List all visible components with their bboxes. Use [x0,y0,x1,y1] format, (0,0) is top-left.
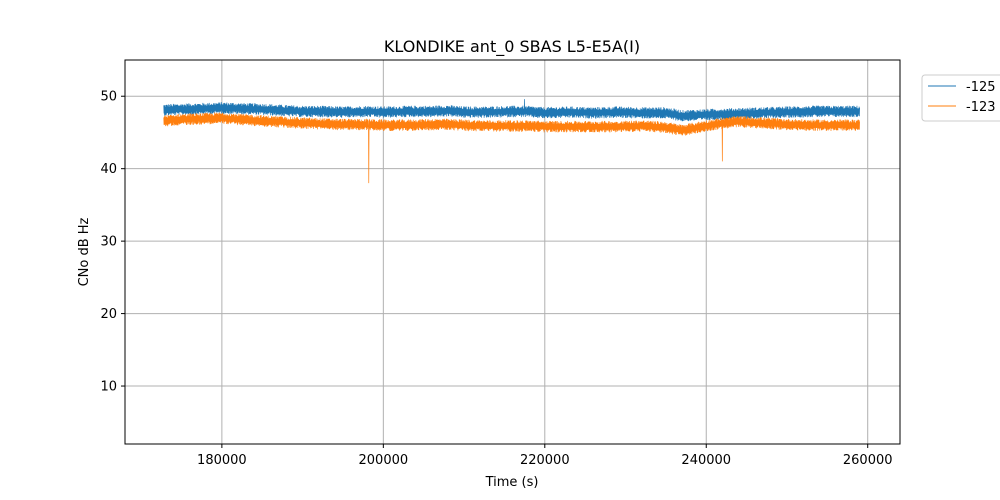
plot-frame [124,59,901,445]
y-tick-label: 50 [100,90,117,105]
series-line--125 [163,99,860,122]
x-tick-label: 180000 [197,453,247,468]
grid-lines [125,60,900,444]
x-axis-label: Time (s) [485,475,539,490]
legend: -125 -123 [921,74,1000,122]
y-tick-label: 40 [100,162,117,177]
y-axis: 10 20 30 40 50 [100,90,125,395]
x-tick-label: 260000 [843,453,893,468]
x-tick-label: 200000 [359,453,409,468]
legend-label: -123 [966,100,996,115]
x-axis: 180000 200000 220000 240000 260000 [197,444,893,468]
chart-title: KLONDIKE ant_0 SBAS L5-E5A(I) [384,37,640,57]
series-layer [163,99,860,184]
y-axis-label: CNo dB Hz [77,217,92,286]
x-tick-label: 240000 [681,453,731,468]
x-tick-label: 220000 [520,453,570,468]
series-line--123 [163,112,860,184]
legend-label: -125 [966,80,996,95]
legend-box [921,74,1000,122]
plot-area [124,59,901,445]
y-tick-label: 10 [100,380,117,395]
y-tick-label: 20 [100,307,117,322]
y-tick-label: 30 [100,235,117,250]
